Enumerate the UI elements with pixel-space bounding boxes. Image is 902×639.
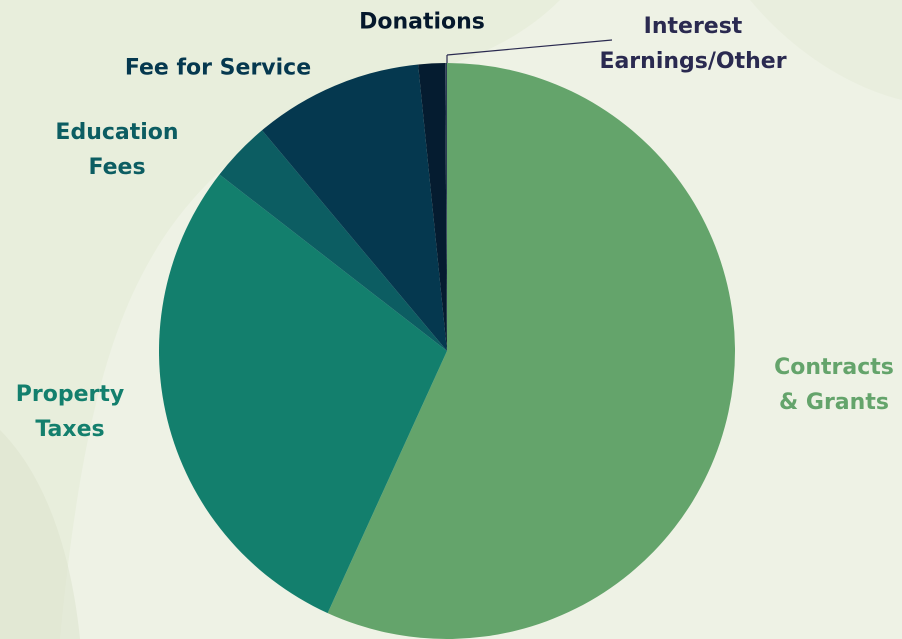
slice-label-contracts-grants: Contracts & Grants [774,350,894,420]
background-leaf-shape [0,0,560,639]
pie-slice-property-taxes [159,174,447,614]
pie-slice-contracts-grants [327,63,735,639]
background-leaf-shape [750,0,902,100]
slice-label-line: Education [55,120,179,145]
pie-slice-fee-for-service [262,64,447,351]
slice-label-education-fees: Education Fees [55,115,178,185]
pie-slice-education-fees [219,130,447,351]
slice-label-interest-earnings-other: Interest Earnings/Other [599,9,786,79]
pie-slices [159,63,735,639]
slice-label-line: Earnings/Other [599,49,787,74]
background-leaf-shape [0,430,80,639]
interest-leader-line [446,39,613,56]
slice-label-line: Interest [643,14,743,39]
pie-slice-donations [418,63,447,351]
slice-label-line: Fee for Service [124,55,312,81]
slice-label-line: Property [15,382,125,407]
slice-label-line: Donations [359,9,485,35]
pie-slice-interest-earnings-other [445,63,447,351]
slice-label-property-taxes: Property Taxes [16,377,124,447]
slice-label-line: & Grants [779,390,889,415]
slice-label-line: Taxes [35,417,105,442]
slice-label-line: Fees [88,155,146,180]
slice-label-donations: Donations [359,5,485,40]
slice-label-line: Contracts [774,355,894,380]
slice-label-fee-for-service: Fee for Service [125,51,311,86]
